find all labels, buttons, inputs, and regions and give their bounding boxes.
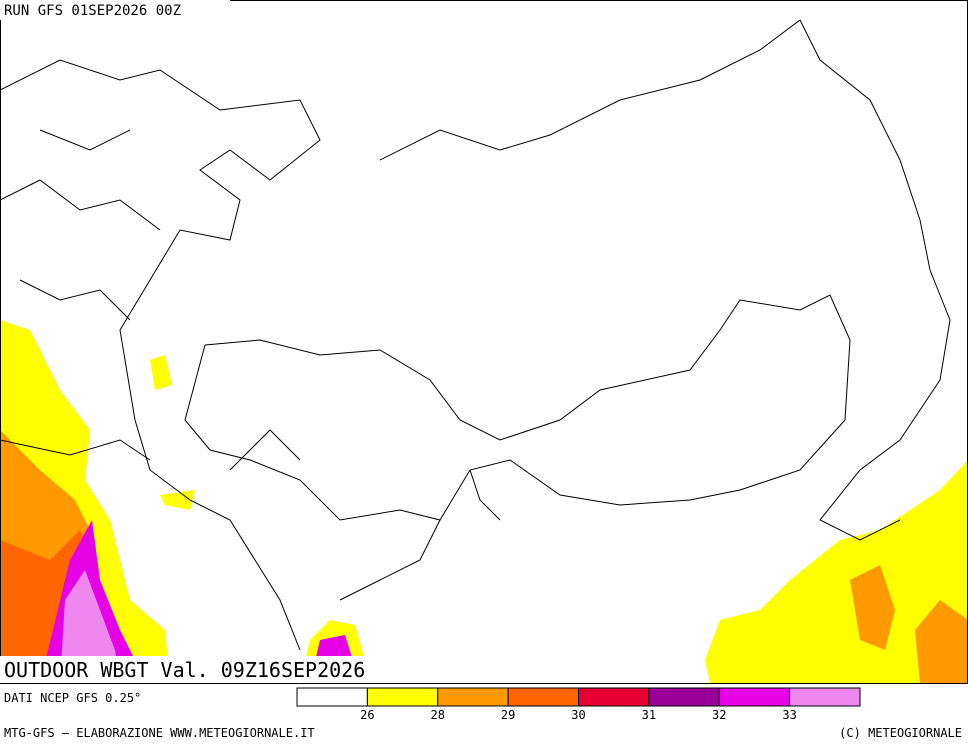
- legend-swatch: [437, 687, 509, 707]
- border: [184, 294, 851, 521]
- legend-label: 28: [431, 708, 445, 722]
- coastline: [0, 59, 321, 651]
- heat-area: [705, 460, 968, 683]
- heat-area: [850, 565, 895, 650]
- legend: 26 28 29 30 31 32 33: [296, 687, 861, 722]
- map-title: OUTDOOR WBGT Val. 09Z16SEP2026: [4, 658, 365, 682]
- footer-left: MTG-GFS — ELABORAZIONE WWW.METEOGIORNALE…: [4, 726, 315, 740]
- title-bg: [0, 656, 386, 683]
- border: [0, 129, 161, 321]
- legend-label: 29: [501, 708, 515, 722]
- legend-label: 31: [642, 708, 656, 722]
- footer-right: (C) METEOGIORNALE: [839, 726, 962, 740]
- legend-swatch: [718, 687, 791, 707]
- heat-area: [915, 600, 968, 683]
- heat-area: [60, 570, 120, 683]
- legend-swatch: [366, 687, 439, 707]
- legend-swatch: [296, 687, 368, 707]
- legend-label: 26: [360, 708, 374, 722]
- legend-swatch: [507, 687, 579, 707]
- legend-label: 32: [712, 708, 726, 722]
- coastline: [379, 19, 951, 541]
- legend-label: 33: [782, 708, 796, 722]
- run-label: RUN GFS 01SEP2026 00Z: [4, 3, 181, 19]
- border: [0, 429, 501, 601]
- legend-swatch: [648, 687, 720, 707]
- heat-area: [150, 355, 195, 510]
- source-label: DATI NCEP GFS 0.25°: [4, 691, 141, 705]
- run-bg: [0, 0, 230, 20]
- legend-label: 30: [571, 708, 585, 722]
- legend-swatch: [789, 687, 861, 707]
- legend-swatch: [578, 687, 650, 707]
